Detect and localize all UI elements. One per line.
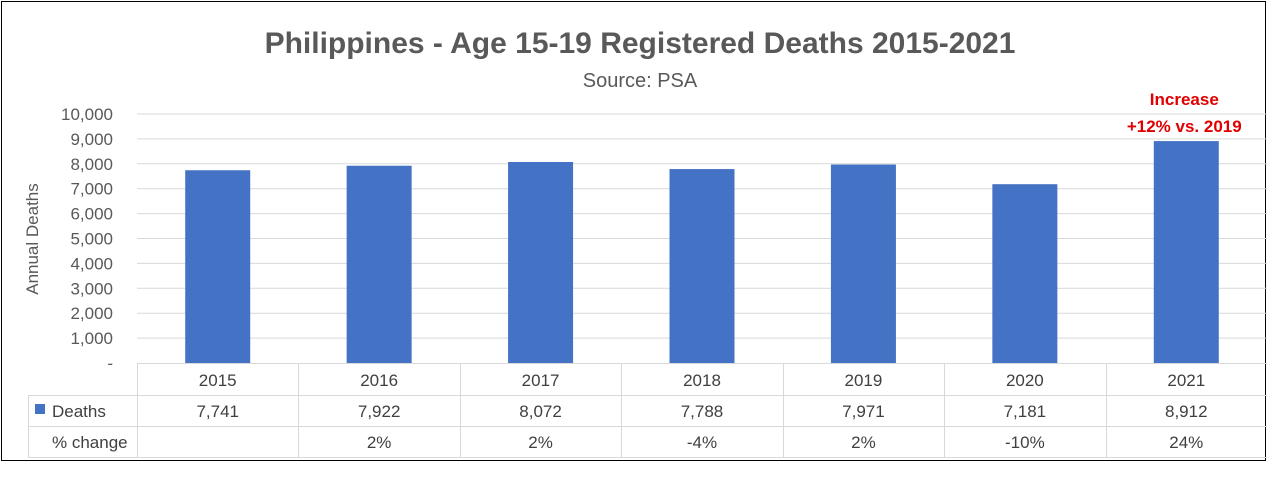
bar (1153, 141, 1219, 363)
y-axis-title: Annual Deaths (23, 183, 42, 295)
y-tick-label: 9,000 (70, 130, 113, 149)
y-tick-label: 6,000 (70, 205, 113, 224)
table-cell-pct: 2% (367, 433, 392, 452)
table-row-label-pct: % change (52, 433, 128, 452)
y-axis-ticks: - 1,000 2,000 3,000 4,000 5,000 6,000 7,000 8,00… (61, 105, 113, 373)
table-cell-deaths: 7,922 (358, 402, 401, 421)
annotation-line: +12% vs. 2019 (1127, 117, 1242, 136)
chart-frame: Philippines - Age 15-19 Registered Death… (1, 1, 1267, 461)
table-cell-pct: -10% (1005, 433, 1045, 452)
y-tick-label: 4,000 (70, 254, 113, 273)
chart-subtitle: Source: PSA (583, 70, 698, 92)
y-tick-label: 7,000 (70, 180, 113, 199)
annotation: Increase +12% vs. 2019 (1127, 90, 1242, 136)
table-cell-deaths: 8,072 (519, 402, 562, 421)
y-tick-label: 3,000 (70, 279, 113, 298)
table-cell-deaths: 7,741 (196, 402, 239, 421)
table-cell-pct: 2% (528, 433, 553, 452)
chart-svg: Philippines - Age 15-19 Registered Death… (23, 27, 1267, 458)
y-tick-label: 8,000 (70, 155, 113, 174)
y-tick-label: 1,000 (70, 329, 113, 348)
table-cell-deaths: 8,912 (1165, 402, 1208, 421)
data-table: Deaths % change 2015 7,741 2016 7,922 2% 2017 8,… (28, 363, 1267, 458)
y-tick-label: 5,000 (70, 230, 113, 249)
bar (830, 164, 896, 363)
x-tick-label: 2021 (1167, 371, 1205, 390)
table-cell-deaths: 7,971 (842, 402, 885, 421)
x-tick-label: 2019 (845, 371, 883, 390)
table-cell-pct: 24% (1169, 433, 1203, 452)
y-tick-label: - (107, 354, 113, 373)
bars (185, 141, 1219, 363)
chart-title: Philippines - Age 15-19 Registered Death… (265, 27, 1016, 60)
x-tick-label: 2020 (1006, 371, 1044, 390)
y-tick-label: 10,000 (61, 105, 113, 124)
bar (669, 169, 735, 363)
x-tick-label: 2018 (683, 371, 721, 390)
x-tick-label: 2016 (360, 371, 398, 390)
table-row-label-deaths: Deaths (52, 402, 106, 421)
x-tick-label: 2017 (522, 371, 560, 390)
bar (508, 162, 574, 363)
y-tick-label: 2,000 (70, 304, 113, 323)
table-cell-deaths: 7,181 (1004, 402, 1047, 421)
table-cell-pct: 2% (851, 433, 876, 452)
x-tick-label: 2015 (199, 371, 237, 390)
bar (185, 170, 251, 363)
table-cell-pct: -4% (687, 433, 717, 452)
bar (346, 165, 412, 363)
bar (992, 184, 1058, 363)
legend-key (35, 404, 45, 414)
table-cell-deaths: 7,788 (681, 402, 724, 421)
annotation-line: Increase (1150, 90, 1219, 109)
